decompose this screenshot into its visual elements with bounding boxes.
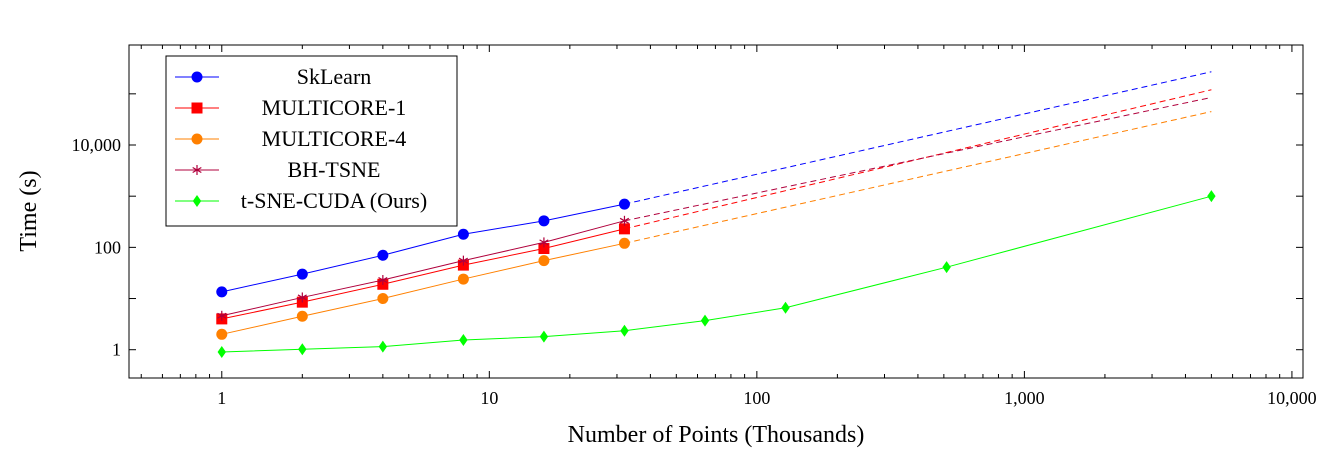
data-point — [296, 268, 308, 280]
y-axis-title: Time (s) — [16, 170, 42, 251]
axis-ticks — [129, 45, 1303, 378]
legend: SkLearn MULTICORE-1 MULTICORE-4 BH-TSNE t-SN… — [165, 55, 458, 227]
legend-item-sklearn: SkLearn — [175, 64, 371, 89]
series-layer — [216, 71, 1216, 359]
star-stroke — [619, 217, 630, 224]
series-bh-tsne — [217, 96, 1212, 321]
legend-item-t-sne-cuda-ours: t-SNE-CUDA (Ours) — [175, 188, 427, 213]
data-point — [457, 273, 469, 285]
data-point — [620, 324, 629, 337]
star-stroke — [297, 294, 307, 301]
x-tick-label: 10 — [480, 388, 498, 408]
plot-frame — [128, 44, 1304, 379]
x-tick-label: 1,000 — [1004, 388, 1045, 408]
data-point — [619, 215, 630, 226]
legend-label: SkLearn — [297, 64, 372, 89]
star-stroke — [217, 312, 227, 319]
data-point — [539, 330, 549, 343]
data-point — [216, 286, 228, 298]
legend-marker — [191, 102, 203, 114]
series-line — [221, 203, 625, 293]
series-extrapolation-line — [624, 89, 1212, 230]
data-point — [618, 198, 630, 210]
legend-item-bh-tsne: BH-TSNE — [175, 157, 380, 182]
data-point — [459, 333, 468, 346]
data-point — [457, 228, 469, 240]
x-axis-title: Number of Points (Thousands) — [568, 422, 865, 448]
data-point — [781, 301, 790, 314]
series-sklearn — [216, 71, 1212, 298]
legend-label: MULTICORE-4 — [262, 126, 407, 151]
star-stroke — [458, 257, 469, 264]
data-point — [1207, 190, 1216, 203]
data-point — [377, 293, 389, 305]
data-point — [216, 328, 228, 340]
data-point — [538, 255, 550, 267]
series-line — [221, 228, 625, 320]
data-point — [217, 346, 226, 359]
legend-item-multicore-4: MULTICORE-4 — [175, 126, 406, 151]
star-stroke — [192, 166, 202, 174]
y-tick-label: 100 — [94, 237, 121, 257]
axis-tick-labels: 1 10 100 1,000 10,000 1 100 10,000 — [72, 135, 1317, 408]
x-tick-label: 10,000 — [1267, 388, 1317, 408]
star-stroke — [539, 239, 549, 246]
x-tick-label: 1 — [217, 388, 226, 408]
legend-marker — [192, 165, 202, 175]
series-t-sne-cuda-ours — [217, 190, 1216, 359]
data-point — [297, 292, 307, 303]
data-point — [618, 223, 630, 235]
legend-label: MULTICORE-1 — [262, 95, 407, 120]
data-point — [618, 237, 630, 249]
series-line — [221, 220, 625, 317]
y-tick-label: 1 — [112, 340, 121, 360]
legend-label: t-SNE-CUDA (Ours) — [241, 188, 427, 213]
series-line — [221, 195, 1212, 353]
data-point — [378, 275, 388, 286]
y-tick-label: 10,000 — [72, 135, 122, 155]
data-point — [700, 314, 710, 327]
data-point — [538, 242, 550, 254]
data-point — [539, 237, 549, 248]
x-tick-label: 100 — [743, 388, 770, 408]
series-extrapolation-line — [624, 71, 1212, 205]
data-point — [298, 343, 307, 356]
data-point — [942, 261, 951, 274]
legend-marker — [191, 133, 203, 145]
data-point — [377, 249, 389, 261]
legend-marker — [192, 195, 202, 207]
series-multicore-4 — [216, 111, 1212, 340]
series-extrapolation-line — [624, 111, 1212, 244]
data-point — [296, 310, 308, 322]
data-point — [217, 310, 227, 321]
legend-box — [165, 55, 458, 227]
legend-label: BH-TSNE — [288, 157, 381, 182]
star-stroke — [378, 277, 388, 284]
data-point — [538, 215, 550, 227]
series-line — [221, 242, 625, 335]
data-point — [458, 255, 469, 266]
data-point — [378, 340, 388, 353]
legend-marker — [191, 71, 203, 83]
legend-item-multicore-1: MULTICORE-1 — [175, 95, 406, 120]
